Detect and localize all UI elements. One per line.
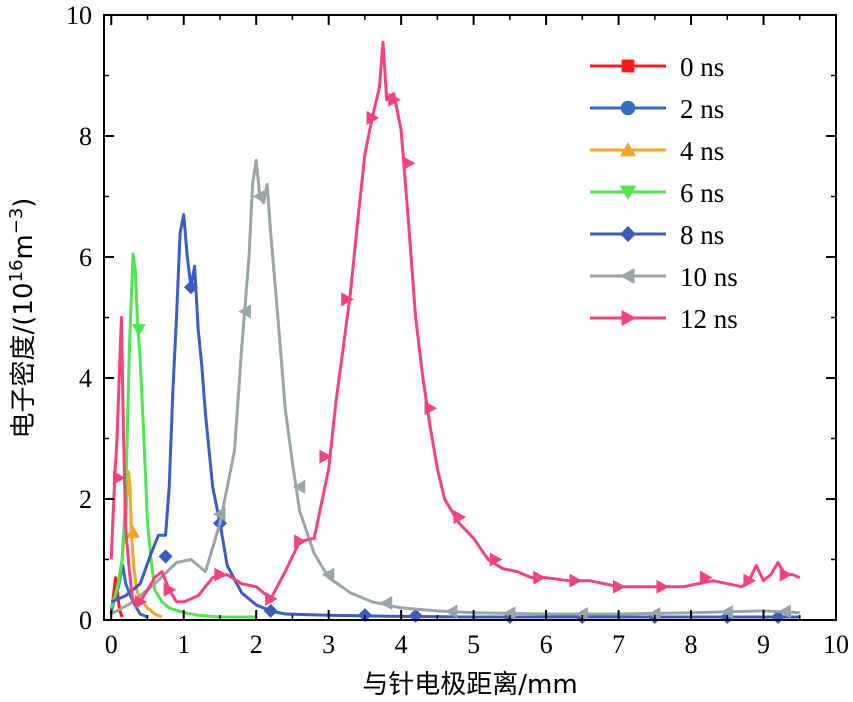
- series-12-ns: [109, 40, 801, 609]
- data-point: [720, 605, 733, 620]
- legend-label: 4 ns: [680, 136, 724, 166]
- legend: 0 ns 2 ns 4 ns 6 ns 8 ns 10 ns 12 ns: [590, 52, 738, 334]
- data-point: [402, 156, 416, 171]
- x-tick-label: 1: [177, 630, 190, 659]
- y-tick-label: 4: [79, 364, 92, 393]
- series-line: [110, 158, 800, 616]
- x-tick-label: 4: [395, 630, 408, 659]
- data-point: [502, 606, 516, 621]
- data-point: [263, 603, 278, 618]
- data-point: [163, 582, 177, 597]
- data-point: [214, 567, 227, 582]
- x-tick-label: 9: [757, 630, 770, 659]
- legend-item: 6 ns: [590, 178, 724, 208]
- data-point: [341, 292, 354, 307]
- data-point: [533, 570, 546, 585]
- data-point: [238, 304, 251, 319]
- legend-marker: [620, 268, 635, 284]
- data-point: [424, 401, 438, 416]
- x-tick-label: 6: [540, 630, 553, 659]
- data-point: [569, 573, 583, 588]
- series-line: [109, 40, 801, 604]
- legend-label: 10 ns: [680, 262, 738, 292]
- data-point: [319, 449, 333, 464]
- data-point: [779, 567, 793, 582]
- data-point: [656, 579, 670, 594]
- legend-item: 2 ns: [590, 94, 724, 124]
- legend-label: 0 ns: [680, 52, 724, 82]
- legend-label: 8 ns: [680, 220, 724, 250]
- data-point: [778, 604, 791, 619]
- x-tick-label: 8: [685, 630, 698, 659]
- legend-item: 10 ns: [590, 262, 738, 292]
- data-point: [131, 324, 146, 337]
- y-tick-label: 6: [79, 243, 92, 272]
- y-tick-label: 2: [79, 485, 92, 514]
- y-tick-label: 8: [79, 122, 92, 151]
- data-point: [212, 507, 226, 522]
- legend-item: 4 ns: [590, 136, 724, 166]
- series-6-ns: [109, 252, 257, 619]
- legend-label: 6 ns: [680, 178, 724, 208]
- legend-marker: [620, 142, 636, 157]
- series-line: [110, 213, 800, 619]
- x-tick-label: 5: [467, 630, 480, 659]
- legend-item: 0 ns: [590, 52, 724, 82]
- y-axis-label: 电子密度/(1016m−3): [6, 198, 39, 439]
- data-point: [112, 470, 126, 485]
- data-point: [125, 525, 140, 538]
- data-point: [265, 591, 278, 606]
- data-point: [743, 573, 757, 588]
- data-point: [321, 567, 335, 582]
- data-point: [183, 280, 198, 295]
- data-point: [647, 606, 661, 621]
- data-point: [453, 510, 467, 525]
- x-axis-label: 与针电极距离/mm: [362, 670, 577, 700]
- data-point: [699, 570, 713, 585]
- y-tick-label: 0: [79, 606, 92, 635]
- x-tick-label: 3: [322, 630, 335, 659]
- data-point: [292, 479, 306, 494]
- data-point: [158, 549, 173, 564]
- data-point: [575, 606, 588, 621]
- x-tick-label: 2: [250, 630, 263, 659]
- legend-item: 8 ns: [590, 220, 724, 250]
- plot-area: [109, 40, 801, 624]
- data-point: [252, 189, 266, 204]
- data-point: [612, 579, 626, 594]
- legend-marker: [621, 59, 635, 73]
- legend-item: 12 ns: [590, 304, 738, 334]
- x-tick-label: 0: [105, 630, 118, 659]
- data-point: [388, 92, 401, 107]
- data-point: [379, 596, 393, 611]
- legend-marker: [620, 226, 636, 242]
- data-point: [444, 604, 458, 619]
- x-tick-label: 7: [612, 630, 625, 659]
- data-point: [366, 110, 380, 125]
- series-10-ns: [110, 158, 800, 621]
- legend-marker: [620, 185, 636, 200]
- legend-label: 12 ns: [680, 304, 738, 334]
- data-point: [489, 552, 503, 567]
- legend-label: 2 ns: [680, 94, 724, 124]
- data-point: [294, 534, 307, 549]
- axes: 0 1 2 3 4 5 6 7 8 9 10 0 2 4 6 8 10: [66, 1, 849, 659]
- data-point: [134, 594, 148, 609]
- legend-marker: [621, 310, 636, 326]
- series-line: [109, 252, 257, 619]
- x-tick-label: 10: [823, 630, 849, 659]
- y-tick-label: 10: [66, 1, 92, 30]
- legend-marker: [620, 100, 636, 116]
